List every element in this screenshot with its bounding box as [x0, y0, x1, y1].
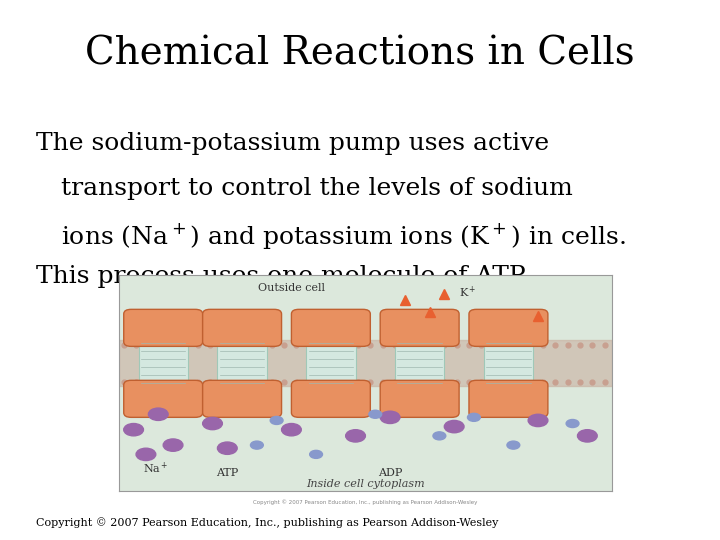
Text: Copyright © 2007 Pearson Education, Inc., publishing as Pearson Addison-Wesley: Copyright © 2007 Pearson Education, Inc.… [253, 500, 477, 505]
FancyBboxPatch shape [469, 380, 548, 417]
Circle shape [124, 423, 143, 436]
Text: Outside cell: Outside cell [258, 283, 325, 293]
Text: ATP: ATP [216, 468, 238, 478]
Circle shape [467, 413, 480, 421]
Text: Copyright © 2007 Pearson Education, Inc., publishing as Pearson Addison-Wesley: Copyright © 2007 Pearson Education, Inc.… [36, 517, 498, 528]
Circle shape [380, 411, 400, 423]
Circle shape [163, 439, 183, 451]
Text: K$^+$: K$^+$ [459, 285, 477, 300]
FancyBboxPatch shape [380, 380, 459, 417]
FancyBboxPatch shape [124, 380, 202, 417]
FancyBboxPatch shape [138, 340, 188, 387]
Circle shape [202, 417, 222, 430]
Text: Na$^+$: Na$^+$ [143, 461, 169, 476]
FancyBboxPatch shape [202, 309, 282, 346]
Circle shape [528, 414, 548, 427]
FancyBboxPatch shape [484, 340, 533, 387]
FancyBboxPatch shape [202, 380, 282, 417]
FancyBboxPatch shape [306, 340, 356, 387]
Circle shape [346, 430, 366, 442]
FancyBboxPatch shape [292, 380, 370, 417]
Text: This process uses one molecule of ATP.: This process uses one molecule of ATP. [36, 265, 528, 288]
Circle shape [251, 441, 264, 449]
Circle shape [577, 430, 597, 442]
Circle shape [566, 420, 579, 428]
FancyBboxPatch shape [469, 309, 548, 346]
Text: ADP: ADP [378, 468, 402, 478]
FancyBboxPatch shape [395, 340, 444, 387]
Circle shape [136, 448, 156, 461]
Circle shape [148, 408, 168, 421]
Text: Chemical Reactions in Cells: Chemical Reactions in Cells [85, 35, 635, 72]
FancyBboxPatch shape [380, 309, 459, 346]
Circle shape [282, 423, 301, 436]
Text: The sodium-potassium pump uses active: The sodium-potassium pump uses active [36, 132, 549, 156]
Text: ions (Na$^+$) and potassium ions (K$^+$) in cells.: ions (Na$^+$) and potassium ions (K$^+$)… [61, 221, 626, 251]
Circle shape [217, 442, 237, 454]
Text: transport to control the levels of sodium: transport to control the levels of sodiu… [61, 177, 573, 200]
Circle shape [270, 416, 283, 424]
Text: Inside cell cytoplasm: Inside cell cytoplasm [306, 479, 425, 489]
Circle shape [369, 410, 382, 418]
Circle shape [433, 432, 446, 440]
FancyBboxPatch shape [292, 309, 370, 346]
Circle shape [507, 441, 520, 449]
FancyBboxPatch shape [217, 340, 267, 387]
FancyBboxPatch shape [124, 309, 202, 346]
Circle shape [444, 421, 464, 433]
Circle shape [310, 450, 323, 458]
